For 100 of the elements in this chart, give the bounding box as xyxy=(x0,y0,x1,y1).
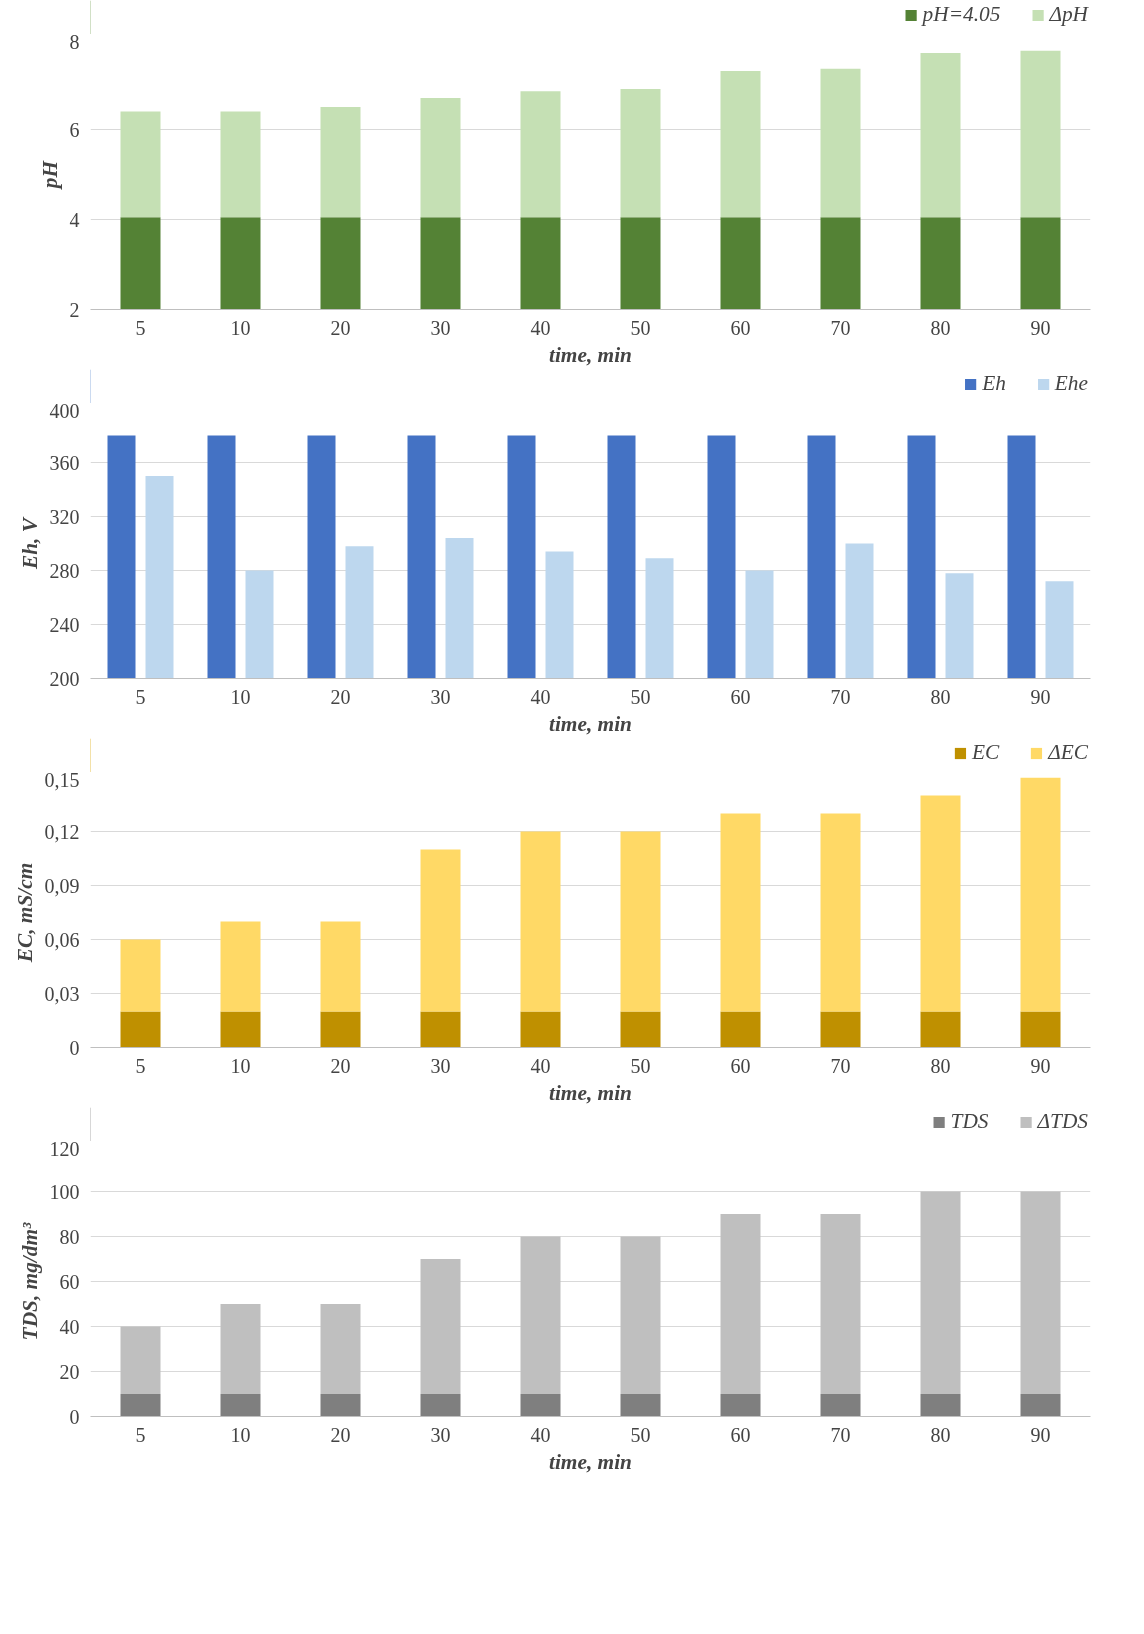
bar xyxy=(820,1214,861,1394)
y-axis-title: pH xyxy=(37,159,62,191)
bar xyxy=(220,1304,261,1394)
bar xyxy=(520,1394,561,1417)
bar xyxy=(420,1394,461,1417)
x-tick-label: 5 xyxy=(135,316,146,339)
x-tick-label: 60 xyxy=(730,1423,751,1446)
x-tick-label: 90 xyxy=(1030,316,1051,339)
y-tick-label: 4 xyxy=(69,208,80,231)
bar xyxy=(620,1394,661,1417)
x-tick-label: 70 xyxy=(830,1054,851,1077)
y-tick-label: 0 xyxy=(69,1036,80,1059)
bar xyxy=(220,1011,261,1048)
y-tick-label: 40 xyxy=(59,1315,80,1338)
bar xyxy=(920,1011,961,1048)
y-tick-label: 0,03 xyxy=(44,982,80,1005)
legend-label: EC xyxy=(971,740,1000,765)
x-tick-label: 90 xyxy=(1030,1423,1051,1446)
x-tick-label: 10 xyxy=(230,1054,251,1077)
y-tick-label: 120 xyxy=(49,1137,80,1160)
x-tick-label: 30 xyxy=(430,316,451,339)
bar xyxy=(120,939,161,1012)
bar xyxy=(520,1236,561,1394)
x-tick-label: 70 xyxy=(830,316,851,339)
bar xyxy=(720,813,761,1012)
legend-label: ΔEC xyxy=(1048,740,1088,765)
bar xyxy=(420,1011,461,1048)
bar xyxy=(620,1236,661,1394)
x-tick-label: 80 xyxy=(930,1054,951,1077)
x-tick-label: 50 xyxy=(630,316,651,339)
x-tick-label: 40 xyxy=(530,685,551,708)
x-tick-label: 70 xyxy=(830,1423,851,1446)
bar xyxy=(920,1394,961,1417)
x-tick-label: 90 xyxy=(1030,1054,1051,1077)
x-tick-label: 70 xyxy=(830,685,851,708)
x-tick-label: 20 xyxy=(330,1423,351,1446)
bar xyxy=(320,1011,361,1048)
bar xyxy=(120,1011,161,1048)
bar xyxy=(220,1394,261,1417)
bar xyxy=(120,1326,161,1394)
y-tick-label: 0 xyxy=(69,1405,80,1428)
x-tick-label: 90 xyxy=(1030,685,1051,708)
x-tick-label: 10 xyxy=(230,316,251,339)
y-axis-title: Eh, V xyxy=(17,516,42,570)
bar xyxy=(320,1304,361,1394)
y-tick-label: 0,15 xyxy=(44,768,80,791)
bar xyxy=(120,1394,161,1417)
y-tick-label: 60 xyxy=(59,1270,80,1293)
x-tick-label: 40 xyxy=(530,316,551,339)
bar xyxy=(1020,777,1061,1012)
x-axis-title: time, min xyxy=(549,1080,632,1105)
x-tick-label: 30 xyxy=(430,1054,451,1077)
bar xyxy=(420,1259,461,1394)
y-tick-label: 0,06 xyxy=(44,928,80,951)
y-tick-label: 240 xyxy=(49,613,80,636)
x-tick-label: 30 xyxy=(430,1423,451,1446)
y-tick-label: 200 xyxy=(49,667,80,690)
y-tick-label: 320 xyxy=(49,505,80,528)
legend-label: Eh xyxy=(982,371,1006,396)
bar xyxy=(320,921,361,1012)
y-tick-label: 6 xyxy=(69,118,80,141)
bar xyxy=(920,795,961,1012)
bar xyxy=(1020,1394,1061,1417)
bar xyxy=(820,813,861,1012)
x-tick-label: 80 xyxy=(930,1423,951,1446)
y-axis-title: TDS, mg/dm³ xyxy=(17,1222,42,1341)
x-tick-label: 60 xyxy=(730,316,751,339)
y-tick-label: 0,12 xyxy=(44,820,80,843)
legend-label: pH=4.05 xyxy=(922,2,1001,27)
x-axis-title: time, min xyxy=(549,1449,632,1474)
bar xyxy=(520,1011,561,1048)
y-tick-label: 0,09 xyxy=(44,874,80,897)
x-tick-label: 20 xyxy=(330,1054,351,1077)
bar xyxy=(820,1394,861,1417)
x-tick-label: 80 xyxy=(930,316,951,339)
x-tick-label: 10 xyxy=(230,1423,251,1446)
x-tick-label: 5 xyxy=(135,1423,146,1446)
bar xyxy=(720,1394,761,1417)
x-tick-label: 10 xyxy=(230,685,251,708)
legend-label: ΔTDS xyxy=(1037,1109,1088,1134)
bar xyxy=(720,1011,761,1048)
y-axis-title: EC, mS/cm xyxy=(12,862,37,964)
legend-label: ΔpH xyxy=(1049,2,1088,27)
bar xyxy=(420,849,461,1012)
x-tick-label: 30 xyxy=(430,685,451,708)
x-tick-label: 5 xyxy=(135,1054,146,1077)
bar xyxy=(620,1011,661,1048)
x-tick-label: 60 xyxy=(730,1054,751,1077)
legend-label: Ehe xyxy=(1054,371,1088,396)
y-tick-label: 20 xyxy=(59,1360,80,1383)
x-tick-label: 40 xyxy=(530,1423,551,1446)
legend-label: TDS xyxy=(950,1109,989,1134)
x-tick-label: 40 xyxy=(530,1054,551,1077)
bar xyxy=(820,1011,861,1048)
x-tick-label: 5 xyxy=(135,685,146,708)
y-tick-label: 280 xyxy=(49,559,80,582)
bar xyxy=(220,921,261,1012)
x-tick-label: 20 xyxy=(330,316,351,339)
y-tick-label: 100 xyxy=(49,1180,80,1203)
x-tick-label: 50 xyxy=(630,1054,651,1077)
